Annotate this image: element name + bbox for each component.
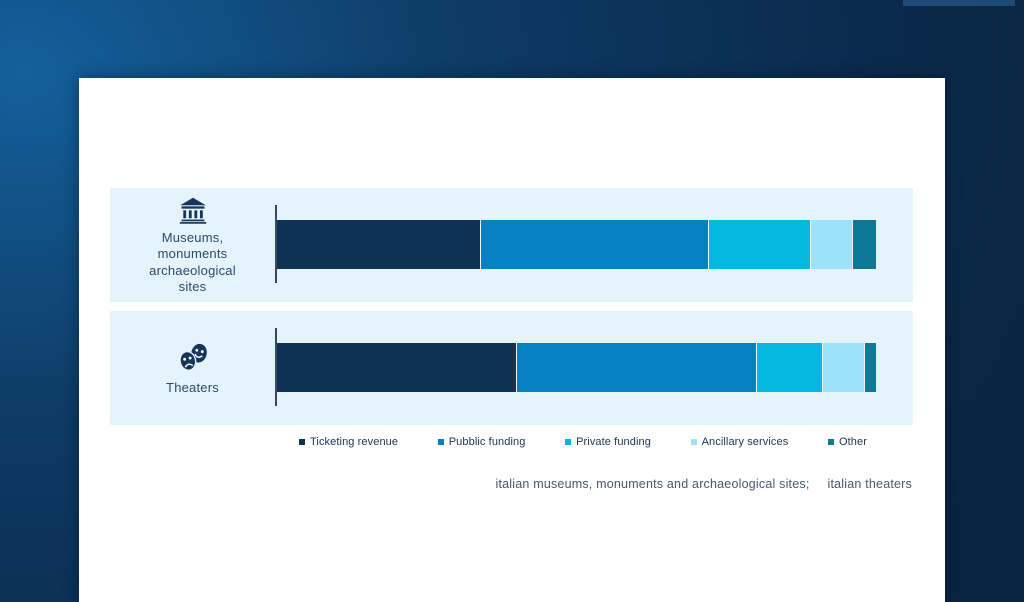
legend-label: Ancillary services — [701, 436, 789, 448]
chart-legend: Ticketing revenue Pubblic funding Private … — [299, 436, 867, 448]
bar-segment-other — [852, 220, 877, 269]
chart-row: Theaters — [110, 311, 913, 425]
museum-icon — [179, 197, 206, 224]
chart-caption: italian museums, monuments and archaeolo… — [495, 477, 912, 491]
row-label-column: Theaters — [110, 311, 275, 425]
legend-label: Other — [838, 436, 867, 448]
legend-item-other: Other — [827, 436, 867, 448]
legend-label: Ticketing revenue — [310, 436, 399, 448]
caption-theaters-text: italian theaters — [827, 477, 912, 491]
legend-label: Private funding — [576, 436, 651, 448]
legend-marker — [690, 439, 697, 445]
stacked-bar — [276, 220, 877, 269]
row-bar-area — [275, 188, 913, 302]
bar-segment-ancillary-services — [822, 343, 865, 392]
axis-line — [275, 205, 277, 283]
chart-row: Museums, monuments archaeological sites — [110, 188, 913, 302]
stacked-bar — [276, 343, 877, 392]
bar-segment-private-funding — [708, 220, 811, 269]
theater-masks-icon — [178, 344, 207, 372]
legend-marker — [827, 439, 834, 445]
row-bar-area — [275, 311, 913, 425]
legend-marker — [437, 439, 444, 445]
legend-marker — [299, 439, 305, 445]
legend-label: Pubblic funding — [448, 436, 526, 448]
legend-item-ticketing-revenue: Ticketing revenue — [299, 436, 398, 448]
bar-segment-pubblic-funding — [480, 220, 709, 269]
row-label-column: Museums, monuments archaeological sites — [110, 188, 275, 302]
bar-segment-ticketing-revenue — [276, 343, 517, 392]
legend-item-private-funding: Private funding — [565, 436, 651, 448]
legend-item-ancillary-services: Ancillary services — [690, 436, 789, 448]
chart-card: Museums, monuments archaeological sites The… — [79, 78, 945, 602]
row-label: Museums, monuments archaeological sites — [149, 229, 236, 295]
bar-segment-private-funding — [756, 343, 823, 392]
caption-museums-text: italian museums, monuments and archaeolo… — [495, 477, 810, 491]
legend-marker — [565, 439, 572, 445]
background-accent-strip — [903, 0, 1015, 6]
bar-segment-ancillary-services — [810, 220, 853, 269]
row-label: Theaters — [166, 380, 219, 396]
bar-segment-pubblic-funding — [516, 343, 757, 392]
bar-segment-other — [864, 343, 877, 392]
legend-item-pubblic-funding: Pubblic funding — [437, 436, 526, 448]
bar-segment-ticketing-revenue — [276, 220, 481, 269]
axis-line — [275, 328, 277, 406]
stacked-bar-chart: Museums, monuments archaeological sites The… — [110, 188, 913, 434]
